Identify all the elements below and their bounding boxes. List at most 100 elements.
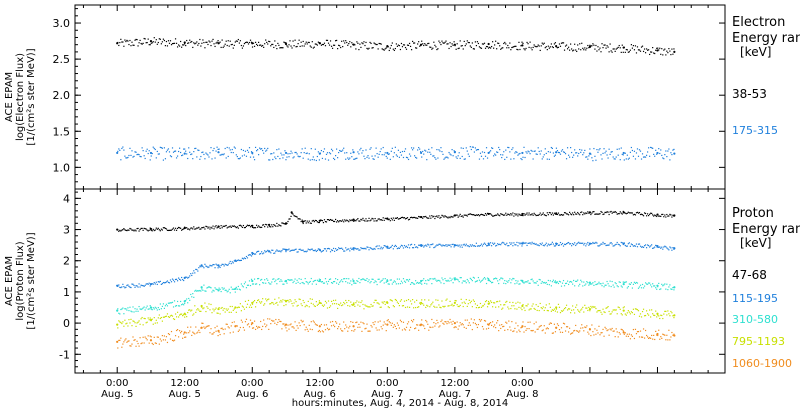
data-point [607, 157, 609, 159]
data-point [588, 155, 590, 157]
data-point [444, 41, 446, 44]
data-point [146, 41, 148, 44]
data-point [535, 243, 537, 245]
data-point [340, 328, 342, 330]
data-point [179, 278, 181, 280]
data-point [482, 214, 485, 216]
data-point [129, 322, 131, 324]
data-point [582, 214, 584, 216]
data-point [118, 148, 120, 150]
data-point [462, 216, 464, 218]
data-point [210, 265, 212, 267]
data-point [276, 149, 278, 151]
data-point [141, 342, 143, 344]
data-point [519, 302, 521, 304]
data-point [500, 304, 502, 306]
data-point [199, 265, 201, 267]
data-point [549, 151, 551, 153]
data-point [169, 229, 172, 231]
data-point [215, 42, 217, 44]
data-point [289, 40, 291, 42]
data-point [367, 306, 369, 308]
data-point [120, 38, 122, 40]
data-point [150, 320, 152, 322]
data-point [556, 311, 559, 313]
data-point [362, 303, 364, 306]
data-point [551, 309, 553, 311]
data-point [546, 212, 548, 214]
data-point [176, 311, 179, 313]
data-point [457, 328, 459, 330]
data-point [409, 155, 412, 157]
data-point [531, 150, 533, 152]
data-point [465, 243, 467, 245]
data-point [445, 40, 447, 42]
data-point [126, 309, 128, 311]
data-point [216, 264, 218, 266]
data-point [327, 159, 330, 161]
data-point [574, 329, 576, 332]
data-point [563, 49, 566, 51]
data-point [399, 300, 402, 302]
data-point [488, 151, 491, 153]
data-point [441, 277, 443, 279]
data-point [252, 327, 255, 329]
data-point [270, 226, 272, 228]
data-point [517, 245, 519, 247]
data-point [319, 152, 322, 154]
data-point [133, 44, 135, 46]
data-point [313, 159, 315, 161]
data-point [293, 327, 295, 329]
data-point [617, 286, 619, 288]
data-point [485, 245, 488, 247]
data-point [601, 285, 603, 287]
data-point [607, 211, 609, 213]
data-point [383, 49, 385, 51]
data-point [658, 148, 660, 150]
data-point [126, 229, 128, 232]
data-point [273, 224, 275, 226]
data-point [469, 277, 471, 279]
data-point [504, 279, 506, 282]
data-point [443, 158, 445, 160]
data-point [438, 243, 440, 245]
data-point [300, 41, 302, 43]
data-point [580, 151, 582, 153]
data-point [522, 42, 524, 44]
data-point [349, 325, 351, 327]
data-point [164, 339, 167, 341]
data-point [547, 45, 549, 47]
data-point [216, 146, 218, 148]
data-point [447, 43, 449, 45]
data-point [379, 281, 381, 283]
data-point [529, 153, 531, 155]
data-point [281, 301, 283, 303]
data-point [545, 242, 547, 244]
data-point [174, 305, 177, 307]
data-point [143, 227, 145, 229]
data-point [337, 328, 339, 330]
data-point [553, 155, 556, 157]
data-point [341, 220, 343, 222]
data-point [358, 220, 360, 222]
data-point [575, 152, 577, 154]
data-point [251, 251, 254, 255]
data-point [144, 309, 146, 311]
data-point [656, 312, 659, 315]
data-point [373, 158, 375, 160]
data-point [165, 336, 168, 338]
data-point [288, 44, 290, 46]
data-point [142, 336, 144, 338]
data-point [581, 308, 583, 310]
data-point [545, 281, 547, 284]
data-point [264, 303, 266, 305]
data-point [123, 286, 125, 288]
data-point [310, 248, 312, 250]
data-point [197, 149, 199, 151]
data-point [321, 330, 324, 332]
data-point [367, 155, 369, 157]
data-point [627, 51, 629, 53]
data-point [494, 277, 496, 280]
data-point [584, 284, 586, 286]
data-point [557, 46, 560, 48]
